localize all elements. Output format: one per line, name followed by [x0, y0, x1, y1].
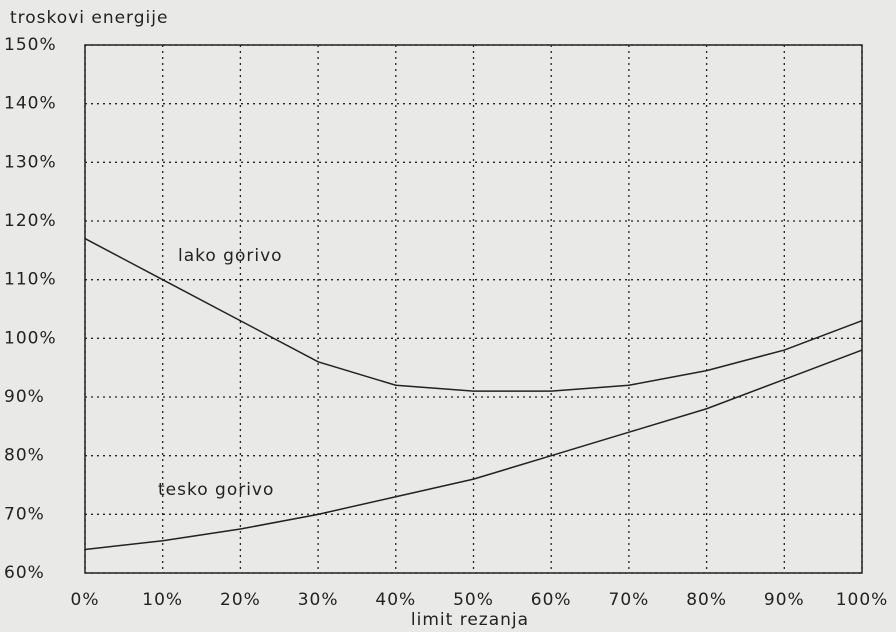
y-tick-label: 150%	[4, 35, 57, 55]
y-tick-label: 90%	[4, 387, 45, 407]
x-tick-label: 50%	[453, 590, 494, 610]
y-tick-label: 100%	[4, 328, 57, 348]
x-tick-label: 60%	[531, 590, 572, 610]
x-tick-label: 20%	[220, 590, 261, 610]
y-tick-label: 130%	[4, 152, 57, 172]
x-tick-label: 90%	[764, 590, 805, 610]
x-axis-label: limit rezanja	[411, 610, 529, 630]
y-axis-label: troskovi energije	[10, 8, 168, 28]
x-tick-label: 10%	[142, 590, 183, 610]
series-line	[84, 237, 863, 392]
x-tick-label: 100%	[836, 590, 889, 610]
y-tick-label: 140%	[4, 94, 57, 114]
y-tick-label: 110%	[4, 270, 57, 290]
y-tick-label: 80%	[4, 446, 45, 466]
x-tick-label: 80%	[686, 590, 727, 610]
series-line	[84, 349, 863, 551]
series-annotation: lako gorivo	[178, 246, 283, 266]
plot-frame	[84, 44, 863, 574]
x-tick-label: 30%	[298, 590, 339, 610]
y-tick-label: 120%	[4, 211, 57, 231]
y-tick-label: 60%	[4, 563, 45, 583]
x-tick-label: 40%	[375, 590, 416, 610]
x-tick-label: 0%	[71, 590, 100, 610]
x-tick-label: 70%	[609, 590, 650, 610]
series-annotation: tesko gorivo	[158, 480, 274, 500]
y-tick-label: 70%	[4, 504, 45, 524]
